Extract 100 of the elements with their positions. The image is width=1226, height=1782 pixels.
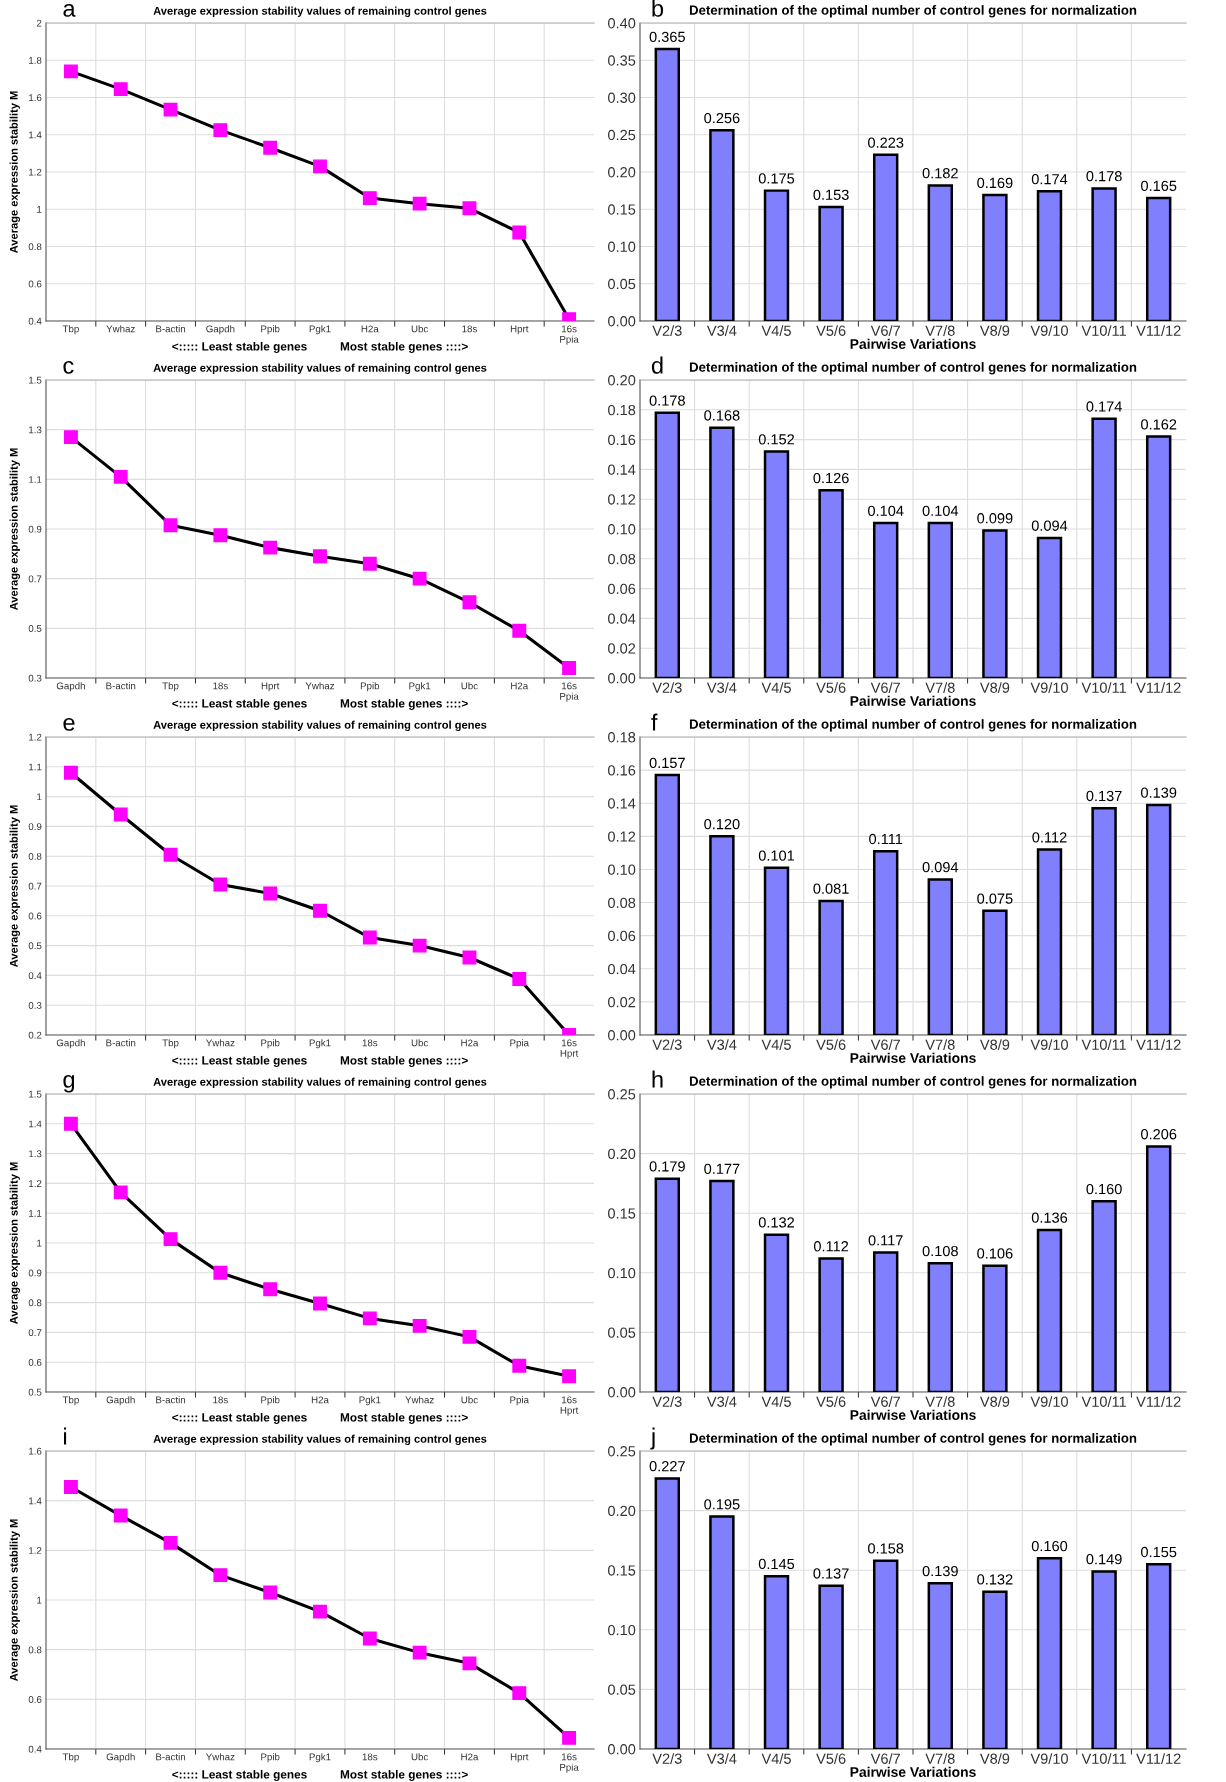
point <box>113 82 128 97</box>
bar <box>927 521 954 678</box>
bar <box>1091 1570 1117 1749</box>
x-tick-label: 16s Ppia <box>560 325 579 345</box>
y-tick-label: 0.10 <box>608 1267 636 1279</box>
text: c <box>63 360 74 374</box>
point <box>163 1232 178 1247</box>
point <box>412 1645 427 1660</box>
text: e <box>63 717 75 731</box>
data-label: 0.120 <box>704 818 740 830</box>
x-tick-label: B-actin <box>106 682 136 690</box>
y-tick-label: 0.20 <box>608 167 636 178</box>
bar <box>763 450 790 678</box>
y-tick-label: 0.02 <box>608 643 636 654</box>
data-label: 0.195 <box>704 1499 740 1510</box>
x-axis-title: <::::: Least stable genes Most stable genes ::::> <box>172 1055 468 1067</box>
y-tick-label: 0.35 <box>608 55 636 66</box>
y-tick-label: 0.8 <box>28 243 42 251</box>
y-tick-label: 1.4 <box>29 1120 42 1128</box>
y-tick-label: 0.3 <box>28 1001 42 1009</box>
x-tick-label: V4/5 <box>761 325 791 336</box>
x-tick-label: V6/7 <box>870 1039 900 1050</box>
point <box>512 623 527 638</box>
data-label: 0.178 <box>1086 171 1122 182</box>
x-tick-label: H2a <box>311 1396 329 1404</box>
y-tick-label: 0.14 <box>608 464 636 475</box>
bar <box>982 193 1008 321</box>
y-tick-label: 0.3 <box>28 674 42 682</box>
x-tick-label: Pgk1 <box>409 682 431 692</box>
x-tick-label: V6/7 <box>870 325 900 336</box>
y-tick-label: 1.2 <box>29 733 42 741</box>
bar <box>872 521 899 678</box>
data-label: 0.137 <box>813 1568 849 1579</box>
x-tick-label: V7/8 <box>925 325 955 336</box>
y-tick-label: 0.10 <box>608 241 636 252</box>
data-label: 0.256 <box>704 112 740 124</box>
x-tick-label: V11/12 <box>1136 1039 1181 1050</box>
point <box>113 807 128 822</box>
x-tick-label: 16s Hprt <box>560 1396 579 1416</box>
bar <box>709 1179 735 1392</box>
x-tick-label: V5/6 <box>816 1753 846 1764</box>
x-axis-title: Pairwise Variations <box>850 1052 976 1063</box>
data-label: 0.227 <box>649 1461 685 1472</box>
point <box>562 1369 577 1384</box>
x-tick-label: V10/11 <box>1081 1396 1126 1407</box>
y-tick-label: 0.10 <box>608 864 636 875</box>
bar <box>1036 848 1063 1035</box>
text: d <box>651 356 663 374</box>
bar <box>709 835 735 1035</box>
bar <box>709 129 735 321</box>
x-tick-label: Ubc <box>411 1753 429 1761</box>
point <box>362 1631 377 1646</box>
data-label: 0.139 <box>922 1565 958 1577</box>
data-label: 0.365 <box>649 31 685 43</box>
y-tick-label: 1.1 <box>29 476 42 483</box>
y-tick-label: 1.2 <box>29 1180 42 1187</box>
point <box>113 1508 128 1523</box>
y-tick-label: 2 <box>36 19 42 27</box>
x-tick-label: V8/9 <box>979 1396 1010 1407</box>
y-tick-label: 0.04 <box>608 963 636 975</box>
y-tick-label: 1.3 <box>29 1150 42 1158</box>
x-tick-label: V2/3 <box>652 682 682 693</box>
x-tick-label: V5/6 <box>816 325 846 336</box>
data-label: 0.104 <box>922 505 959 516</box>
data-label: 0.169 <box>977 177 1013 189</box>
bar <box>654 1477 681 1749</box>
bar <box>982 1264 1008 1392</box>
bar <box>654 1177 681 1392</box>
y-tick-label: 0.15 <box>608 1565 636 1576</box>
data-label: 0.112 <box>1032 832 1067 843</box>
x-tick-label: Ywhaz <box>106 325 135 333</box>
x-tick-label: Pgk1 <box>309 1039 331 1049</box>
data-label: 0.111 <box>869 833 903 845</box>
bar <box>709 1515 735 1749</box>
x-tick-label: Ywhaz <box>405 1396 434 1404</box>
y-tick-label: 0.5 <box>28 625 42 632</box>
point <box>163 518 178 533</box>
data-label: 0.223 <box>868 137 904 148</box>
point <box>412 571 427 586</box>
y-tick-label: 1 <box>37 1596 42 1604</box>
point <box>362 1311 377 1326</box>
data-label: 0.081 <box>813 883 849 894</box>
y-tick-label: 0.00 <box>608 1030 636 1041</box>
y-tick-label: 0.05 <box>608 1684 636 1695</box>
point <box>213 1568 228 1583</box>
x-tick-label: V10/11 <box>1081 1753 1126 1764</box>
y-tick-label: 0.6 <box>28 280 42 288</box>
x-axis-title: Pairwise Variations <box>850 1766 976 1777</box>
x-tick-label: H2a <box>361 325 379 333</box>
x-tick-label: Gapdh <box>56 682 85 692</box>
data-label: 0.104 <box>868 505 904 516</box>
bar <box>763 189 790 321</box>
point <box>512 1358 527 1373</box>
bar <box>1091 806 1117 1035</box>
x-tick-label: 18s <box>462 325 477 333</box>
x-axis-title: <::::: Least stable genes Most stable genes ::::> <box>172 1412 468 1424</box>
x-tick-label: Ppib <box>261 1753 280 1763</box>
x-tick-label: V6/7 <box>870 682 900 693</box>
y-tick-label: 0.00 <box>608 316 636 327</box>
point <box>462 201 477 216</box>
